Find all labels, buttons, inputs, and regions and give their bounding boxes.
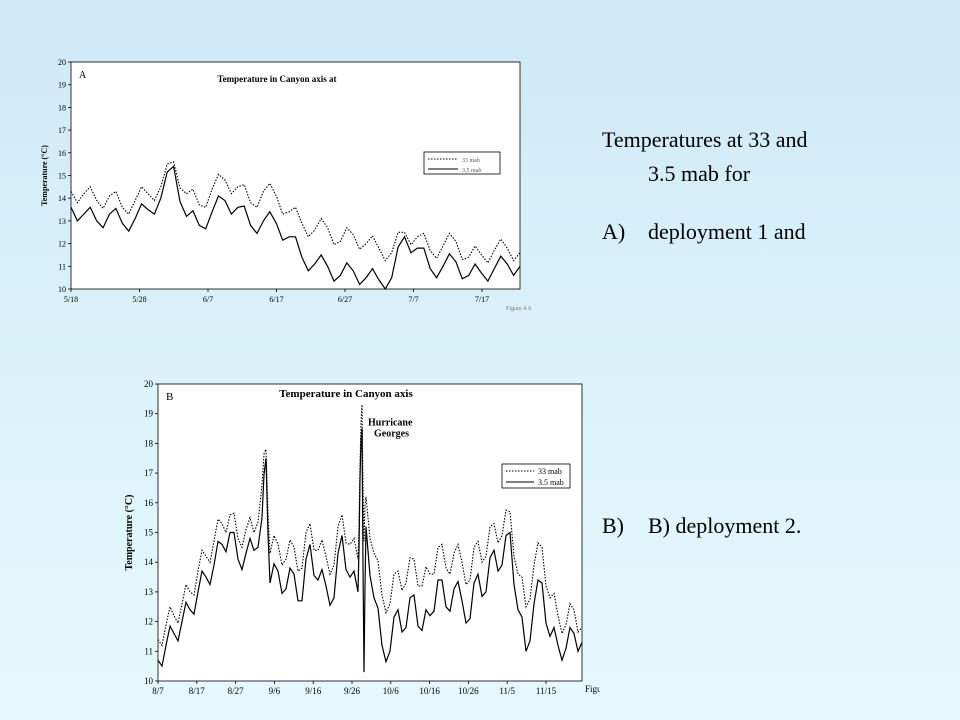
x-tick-label: 11/15 [536, 686, 557, 696]
y-tick-label: 20 [58, 58, 66, 67]
chart-panel-a: 10 11 12 13 14 15 16 17 18 19 20 5/18 5/28 6/7 6/17 6/2… [34, 52, 534, 314]
panel-label: B [166, 391, 173, 403]
y-axis-label: Temperature (°C) [40, 145, 49, 206]
x-tick-label: 5/28 [132, 295, 146, 304]
series-line-3-5-mab [157, 428, 583, 673]
figure-caption: Figure 4 A [506, 306, 532, 312]
item-a-marker: A) [602, 219, 626, 244]
legend-entry-3-5-mab: 3.5 mab [462, 168, 481, 174]
y-tick-label: 14 [144, 557, 154, 567]
y-tick-label: 19 [58, 81, 66, 90]
x-tick-label: 11/5 [499, 686, 515, 696]
legend: 33 mab 3.5 mab [423, 151, 501, 175]
x-tick-label: 8/27 [228, 686, 245, 696]
x-tick-label: 5/18 [64, 295, 78, 304]
x-tick-label: 7/17 [475, 295, 489, 304]
y-tick-label: 11 [58, 262, 66, 271]
y-tick-label: 16 [144, 498, 154, 508]
y-tick-label: 20 [144, 379, 154, 389]
item-a-text: deployment 1 and [648, 219, 806, 244]
y-tick-label: 10 [58, 285, 66, 294]
y-axis-label: Temperature (°C) [124, 495, 135, 571]
legend-box [501, 463, 571, 489]
y-tick-label: 17 [144, 468, 154, 478]
series-line-3-5-mab [70, 165, 521, 291]
x-tick-label: 8/7 [152, 686, 164, 696]
y-tick-label: 11 [144, 646, 153, 656]
chart-title: Temperature in Canyon axis [279, 388, 413, 400]
panel-label: A [79, 70, 87, 81]
x-tick-label: 7/7 [408, 295, 418, 304]
description-item-b: B) B) deployment 2. [602, 510, 801, 541]
series-line-33-mab [70, 161, 521, 264]
chart-a-svg: 10 11 12 13 14 15 16 17 18 19 20 5/18 5/28 6/7 6/17 6/2… [40, 58, 532, 312]
y-tick-label: 19 [144, 409, 154, 419]
chart-b-svg: 10 11 12 13 14 15 16 17 18 19 20 8/7 8/17 8/27 9/6 9/16… [124, 379, 624, 696]
legend: 33 mab 3.5 mab [501, 463, 571, 489]
x-tick-label: 6/7 [203, 295, 213, 304]
series-line-33-mab [157, 404, 583, 647]
description-line-1: Temperatures at 33 and [602, 127, 808, 152]
annotation-word: Georges [374, 429, 409, 440]
y-tick-label: 13 [58, 217, 66, 226]
y-tick-label: 16 [58, 149, 66, 158]
x-tick-label: 9/6 [269, 686, 281, 696]
x-tick-label: 8/17 [189, 686, 206, 696]
x-tick-label: 6/17 [269, 295, 283, 304]
x-tick-label: 10/6 [383, 686, 400, 696]
y-tick-label: 18 [58, 103, 66, 112]
annotation-hurricane-georges: Hurricane Georges [368, 418, 413, 440]
item-b-text: B) deployment 2. [648, 513, 802, 538]
x-tick-label: 10/16 [419, 686, 440, 696]
plot-area [157, 383, 583, 682]
item-b-marker: B) [602, 513, 624, 538]
chart-panel-b: 10 11 12 13 14 15 16 17 18 19 20 8/7 8/17 8/27 9/6 9/16… [120, 376, 624, 698]
y-tick-label: 13 [144, 587, 154, 597]
plot-area [70, 61, 521, 290]
legend-entry-3-5-mab: 3.5 mab [538, 478, 564, 487]
figure-caption: Figure 4 B [585, 684, 600, 694]
chart-title: Temperature in Canyon axis at [217, 74, 336, 84]
legend-entry-33-mab: 33 mab [462, 158, 480, 164]
annotation-word: Hurricane [368, 418, 413, 429]
y-tick-label: 10 [144, 676, 154, 686]
description-line-2: 3.5 mab for [648, 161, 751, 186]
description-item-a: A) deployment 1 and [602, 216, 806, 247]
y-tick-label: 14 [58, 194, 66, 203]
y-tick-label: 17 [58, 126, 66, 135]
x-tick-label: 9/16 [305, 686, 322, 696]
y-tick-label: 12 [58, 240, 66, 249]
x-tick-label: 10/26 [458, 686, 479, 696]
x-tick-label: 9/26 [344, 686, 361, 696]
y-tick-label: 12 [144, 617, 153, 627]
legend-entry-33-mab: 33 mab [538, 467, 562, 476]
x-tick-label: 6/27 [338, 295, 352, 304]
y-tick-label: 15 [144, 528, 154, 538]
y-tick-label: 15 [58, 172, 66, 181]
y-tick-label: 18 [144, 438, 154, 448]
